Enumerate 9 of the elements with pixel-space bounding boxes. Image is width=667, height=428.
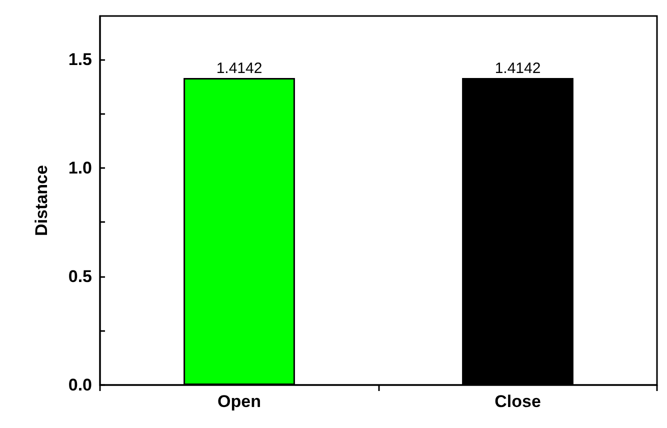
y-tick-label: 1.0 xyxy=(68,158,92,178)
y-tick-label: 1.5 xyxy=(68,50,92,69)
y-axis-title: Distance xyxy=(32,165,51,236)
data-label: 1.4142 xyxy=(494,60,541,78)
y-tick-label: 0.5 xyxy=(68,266,92,286)
x-tick-label: Close xyxy=(494,392,541,411)
y-tick-label: 0.0 xyxy=(68,376,92,394)
x-tick-label: Open xyxy=(218,392,261,411)
data-label: 1.4142 xyxy=(216,60,262,78)
